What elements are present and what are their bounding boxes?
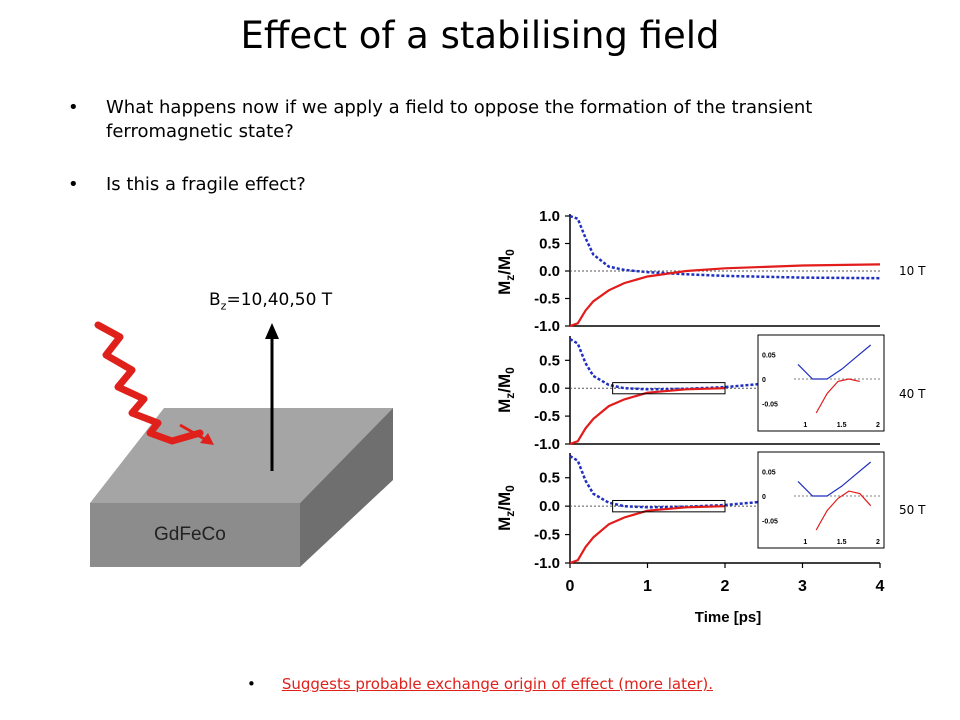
- block-top-face: [90, 408, 393, 503]
- block-front-face: [90, 503, 300, 567]
- inset-x-tick-label: 1: [803, 539, 807, 546]
- y-tick-label: 0.5: [539, 236, 560, 253]
- series-line-blue: [569, 338, 803, 391]
- field-arrow-head: [265, 323, 279, 339]
- inset-y-tick-label: 0: [762, 494, 766, 501]
- bullet-item-1: • What happens now if we apply a field t…: [68, 96, 888, 144]
- inset-series-red: [815, 490, 872, 531]
- y-axis-label: Mz/M0: [495, 249, 517, 295]
- inset-y-tick-label: -0.05: [762, 401, 778, 408]
- y-tick-label: -1.0: [534, 318, 560, 335]
- inset-x-tick-label: 1: [803, 422, 807, 429]
- inset-x-tick-label: 2: [876, 422, 880, 429]
- bullet-item-2: • Is this a fragile effect?: [68, 173, 888, 197]
- series-line-red: [569, 263, 881, 328]
- series-line-blue: [569, 214, 881, 280]
- y-tick-label: 0.0: [539, 498, 560, 515]
- bullet-text: Is this a fragile effect?: [106, 174, 306, 195]
- y-tick-label: -1.0: [534, 555, 560, 572]
- y-tick-label: -0.5: [534, 408, 560, 425]
- x-axis-label: Time [ps]: [695, 609, 761, 626]
- y-tick-label: 0.0: [539, 380, 560, 397]
- sample-label: GdFeCo: [154, 524, 226, 545]
- inset-x-tick-label: 1.5: [837, 539, 847, 546]
- conclusion: • Suggests probable exchange origin of ef…: [0, 675, 960, 693]
- y-tick-label: 1.0: [539, 208, 560, 225]
- inset-y-tick-label: 0.05: [762, 353, 776, 360]
- slide-title: Effect of a stabilising field: [240, 14, 720, 57]
- laser-pulse: [94, 321, 204, 445]
- field-symbol: B: [209, 290, 221, 310]
- y-tick-label: 0.5: [539, 470, 560, 487]
- inset-series-blue: [797, 344, 872, 380]
- laser-arrow-head: [200, 433, 214, 445]
- zoom-box: [612, 499, 726, 513]
- bullet-marker: •: [68, 174, 79, 195]
- x-tick-label: 0: [566, 578, 575, 595]
- field-label: Bz=10,40,50 T: [209, 290, 332, 312]
- inset-x-tick-label: 2: [876, 539, 880, 546]
- conclusion-text: Suggests probable exchange origin of eff…: [281, 675, 714, 693]
- y-tick-label: 0.5: [539, 352, 560, 369]
- field-subscript: z: [220, 299, 227, 313]
- y-tick-label: -0.5: [534, 291, 560, 308]
- series-line-red: [569, 387, 726, 446]
- field-values: =10,40,50 T: [226, 290, 333, 310]
- y-tick-label: -0.5: [534, 527, 560, 544]
- inset-y-tick-label: 0: [762, 377, 766, 384]
- block-side-face: [300, 408, 393, 567]
- y-axis-label: Mz/M0: [495, 367, 517, 413]
- chart: Mz/M0 Mz/M0 Mz/M0 Time [ps] 1.0 0.5 0.0 -0.…: [495, 208, 885, 626]
- inset-series-red: [815, 378, 860, 414]
- y-tick-label: 0.0: [539, 263, 560, 280]
- inset-x-tick-label: 1.5: [837, 422, 847, 429]
- y-tick-label: -1.0: [534, 436, 560, 453]
- panel-label-10t: 10 T: [899, 264, 926, 278]
- panel-label-50t: 50 T: [899, 503, 926, 517]
- series-line-red: [569, 505, 726, 565]
- zoom-box: [612, 382, 726, 395]
- x-tick-label: 1: [643, 578, 652, 595]
- x-tick-label: 2: [721, 578, 730, 595]
- x-tick-label: 4: [876, 578, 885, 595]
- panel-label-40t: 40 T: [899, 387, 926, 401]
- inset-y-tick-label: 0.05: [762, 470, 776, 477]
- inset-series-blue: [797, 461, 872, 497]
- inset-y-tick-label: -0.05: [762, 518, 778, 525]
- y-axis-label: Mz/M0: [495, 485, 517, 531]
- sample-illustration: GdFeCo: [90, 321, 393, 567]
- bullet-marker: •: [246, 675, 256, 693]
- bullet-marker: •: [68, 97, 79, 118]
- bullet-text: What happens now if we apply a field to …: [106, 97, 813, 142]
- laser-arrow-shaft: [179, 423, 209, 443]
- bullet-list: • What happens now if we apply a field t…: [68, 96, 888, 226]
- x-tick-label: 3: [798, 578, 807, 595]
